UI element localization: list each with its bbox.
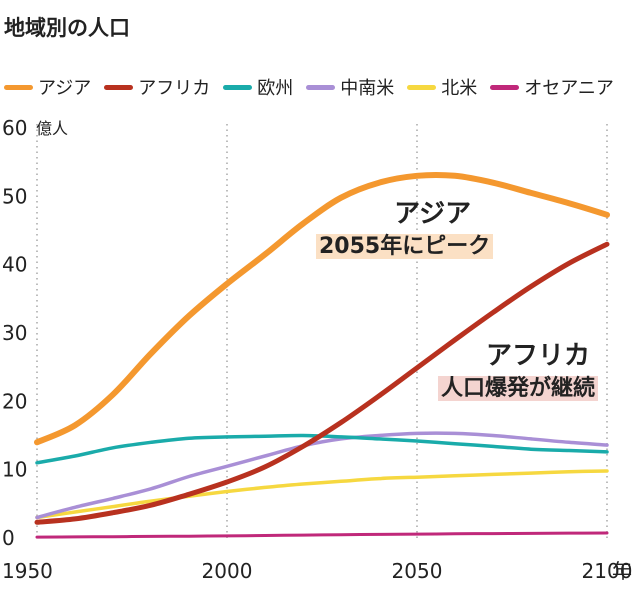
y-tick-label-50: 50: [2, 184, 27, 208]
y-tick-label-60: 60: [2, 116, 27, 140]
legend-swatch-5: [490, 84, 520, 90]
legend-label-4: 北米: [441, 78, 478, 99]
y-tick-label-30: 30: [2, 321, 27, 345]
series-line-4: [35, 469, 609, 520]
series-line-5: [35, 531, 609, 539]
y-tick-label-0: 0: [2, 526, 15, 550]
annotation-asia-title: アジア: [394, 199, 472, 229]
annotation-asia-highlight: 2055年にピーク: [316, 234, 494, 259]
y-tick-label-40: 40: [2, 253, 27, 277]
annotation-asia-note: 2055年にピーク: [316, 232, 494, 262]
legend-item-4: 北米: [407, 74, 477, 100]
x-unit-label: 年: [612, 559, 632, 583]
legend-label-5: オセアニア: [524, 78, 614, 99]
annotation-africa-note: 人口爆発が継続: [438, 374, 599, 404]
y-unit-label: 億人: [36, 119, 68, 138]
legend-swatch-3: [306, 84, 336, 90]
legend-label-1: アフリカ: [138, 78, 211, 99]
y-tick-label-10: 10: [2, 458, 27, 482]
series-line-0: [34, 171, 610, 446]
chart-title: 地域別の人口: [4, 16, 130, 40]
legend-label-3: 中南米: [340, 78, 395, 99]
y-tick-label-20: 20: [2, 389, 27, 413]
legend-label-2: 欧州: [257, 78, 294, 99]
x-tick-label-2000: 2000: [202, 559, 253, 583]
legend-item-3: 中南米: [306, 74, 394, 100]
annotation-africa-title: アフリカ: [486, 341, 591, 371]
legend: アジア アフリカ 欧州 中南米 北米 オセアニア: [4, 73, 638, 101]
legend-item-1: アフリカ: [104, 74, 210, 100]
legend-swatch-2: [223, 84, 253, 90]
legend-label-0: アジア: [38, 78, 92, 99]
annotation-asia: アジア 2055年にピーク: [316, 198, 494, 262]
legend-swatch-0: [4, 84, 33, 90]
annotation-africa: アフリカ 人口爆発が継続: [438, 340, 599, 404]
legend-swatch-4: [407, 84, 437, 90]
annotation-africa-highlight: 人口爆発が継続: [438, 376, 599, 401]
legend-item-2: 欧州: [223, 74, 293, 100]
x-tick-label-2100: 2100: [582, 559, 633, 583]
x-tick-label-2050: 2050: [392, 559, 443, 583]
legend-item-0: アジア: [4, 74, 91, 100]
x-tick-label-1950: 1950: [2, 559, 53, 583]
series-line-1: [34, 241, 610, 525]
legend-swatch-1: [104, 84, 134, 90]
legend-item-5: オセアニア: [490, 74, 614, 100]
series-line-3: [35, 431, 609, 520]
